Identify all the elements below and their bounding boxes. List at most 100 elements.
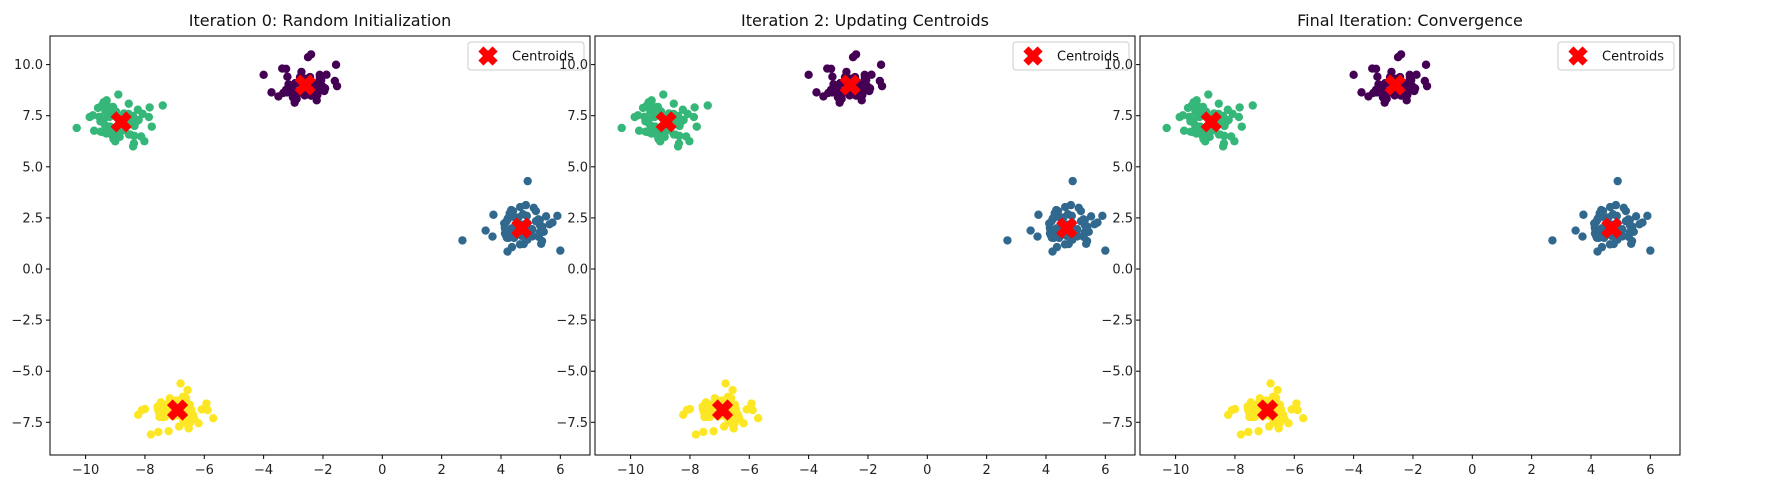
data-point-cluster-3 [699,427,708,437]
legend-frame [467,41,585,71]
data-point-cluster-3 [1293,405,1302,415]
data-point-cluster-2 [1214,99,1223,108]
data-point-cluster-1 [508,206,518,216]
x-tick-label: 2 [1528,463,1536,478]
axes-frame [1139,35,1681,456]
x-tick-label: −8 [135,463,154,478]
y-tick-label: −5.0 [11,365,43,380]
data-point-cluster-0 [1374,80,1383,89]
x-tick-label: 4 [1587,463,1595,478]
data-point-cluster-3 [719,422,729,431]
data-point-cluster-1 [545,220,554,229]
x-tick-label: 6 [1101,463,1109,478]
y-tick-label: −2.5 [556,314,588,329]
data-point-cluster-3 [174,422,184,431]
centroid-marker [294,74,316,96]
y-tick-label: 7.5 [567,109,588,124]
data-point-cluster-2 [659,90,668,99]
data-point-cluster-3 [1275,400,1285,409]
centroid-marker [839,74,861,96]
data-point-cluster-3 [682,405,692,415]
data-point-cluster-2 [683,109,692,119]
data-point-cluster-0 [274,92,283,101]
y-tick-label: 0.0 [22,263,43,278]
data-point-cluster-2 [630,112,639,122]
data-point-cluster-0 [322,70,331,79]
plot-area [617,50,1110,439]
data-point-cluster-3 [202,399,211,408]
y-tick-label: 5.0 [1112,160,1133,175]
data-point-cluster-1 [1033,232,1042,241]
data-point-cluster-1 [1646,246,1655,255]
data-point-cluster-2 [93,103,103,113]
x-tick-label: −6 [1285,463,1304,478]
y-tick-label: 10.0 [14,58,43,73]
data-point-cluster-2 [1201,137,1210,146]
axes-frame [594,35,1136,456]
data-point-cluster-1 [531,206,541,216]
y-tick-label: 2.5 [22,211,43,226]
data-point-cluster-1 [1053,206,1063,216]
data-point-cluster-1 [1026,226,1035,235]
data-point-cluster-0 [1349,70,1358,80]
axes-frame [49,35,591,456]
data-point-cluster-3 [161,405,171,415]
legend: Centroids [1012,41,1130,71]
data-point-cluster-3 [1266,379,1275,388]
data-point-cluster-2 [158,101,167,110]
x-tick-label: −8 [680,463,699,478]
data-point-cluster-1 [1045,224,1055,234]
data-point-cluster-2 [650,112,659,122]
x-tick-label: 2 [438,463,446,478]
data-point-cluster-2 [145,103,154,112]
data-point-cluster-3 [1268,392,1278,402]
data-point-cluster-1 [507,242,517,252]
data-point-cluster-0 [837,94,846,104]
data-point-cluster-1 [1621,206,1631,216]
data-point-cluster-3 [1273,385,1282,395]
data-point-cluster-2 [1195,105,1205,115]
data-point-cluster-2 [111,137,120,146]
x-tick-label: −4 [799,463,818,478]
data-point-cluster-2 [103,123,112,132]
data-point-cluster-3 [701,398,711,407]
subplot-2: Iteration 2: Updating Centroids −10 −8 −6 −4… [556,11,1136,478]
chart-title: Iteration 2: Updating Centroids [741,11,989,30]
data-point-cluster-2 [105,112,114,122]
data-point-cluster-3 [183,385,192,395]
data-point-cluster-2 [692,122,701,131]
data-point-cluster-1 [1605,240,1615,249]
data-point-cluster-2 [1228,109,1237,119]
data-point-cluster-2 [669,130,679,139]
x-tick-label: 0 [923,463,931,478]
data-point-cluster-0 [1420,76,1430,86]
y-tick-label: 2.5 [567,211,588,226]
data-point-cluster-0 [867,70,876,79]
data-point-cluster-2 [114,90,123,99]
data-point-cluster-1 [502,217,511,226]
centroid-marker [1384,74,1406,96]
data-point-cluster-2 [1186,127,1195,136]
data-point-cluster-2 [1237,122,1246,131]
data-point-cluster-1 [1643,211,1652,221]
data-point-cluster-3 [747,399,756,408]
data-point-cluster-2 [1183,103,1193,113]
data-point-cluster-2 [1230,137,1239,146]
y-tick-label: 5.0 [22,160,43,175]
data-point-cluster-3 [706,405,716,415]
data-point-cluster-0 [819,92,828,101]
data-point-cluster-0 [1405,77,1415,86]
data-point-cluster-3 [723,392,733,402]
data-point-cluster-3 [1298,414,1308,423]
subplot-3: Final Iteration: Convergence −10 −8 −6 −4 −2 0… [1101,11,1681,478]
data-point-cluster-2 [647,99,656,108]
data-point-cluster-2 [1195,112,1204,122]
data-point-cluster-3 [176,379,185,388]
data-point-cluster-1 [481,226,490,235]
x-tick-label: −4 [254,463,273,478]
centroid-marker [655,111,677,133]
x-tick-label: 6 [556,463,564,478]
data-point-cluster-0 [1396,50,1406,59]
data-point-cluster-3 [156,398,166,407]
y-tick-label: −2.5 [11,314,43,329]
